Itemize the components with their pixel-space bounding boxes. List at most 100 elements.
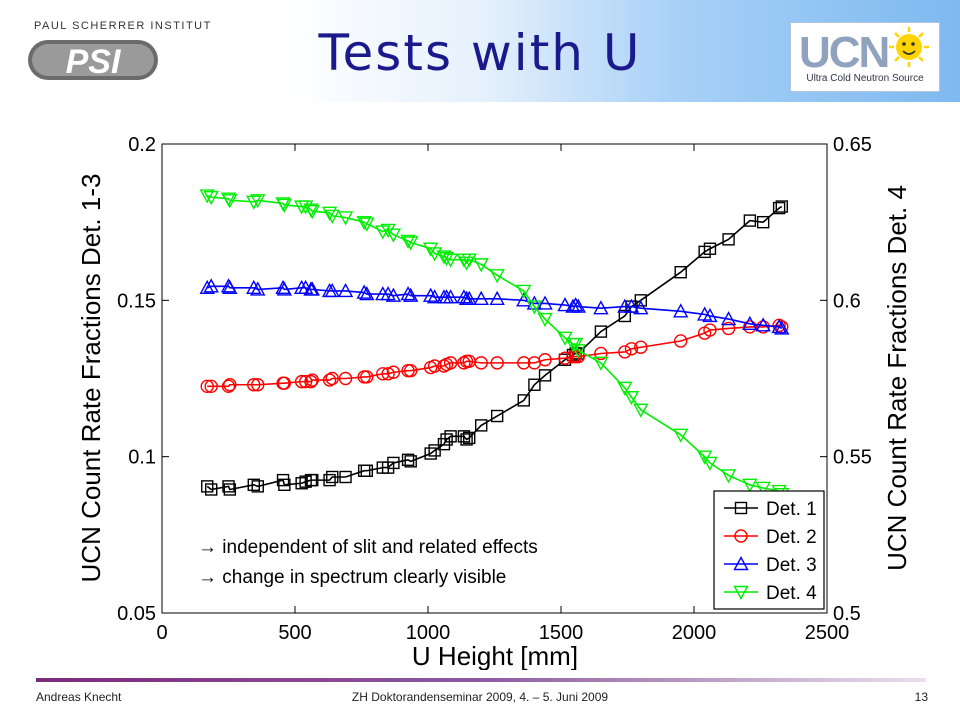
data-point [461,290,477,305]
data-point [673,428,689,443]
data-point [772,201,786,215]
data-point [516,284,532,299]
legend-label: Det. 4 [766,583,817,604]
x-tick-label: 2500 [805,622,850,644]
legend-item: Det. 2 [724,527,817,548]
data-point [223,378,237,392]
data-point [490,409,504,423]
legend-item: Det. 4 [724,583,817,604]
data-point [570,298,586,313]
data-point [339,470,352,484]
legend-label: Det. 3 [766,555,817,576]
data-point [222,480,235,493]
data-point [376,367,390,381]
y-axis-label-right: UCN Count Rate Fractions Det. 4 [882,185,912,571]
data-point [200,379,214,394]
data-point [306,473,319,487]
data-point [305,373,319,387]
data-point [205,483,218,496]
data-point [743,214,757,227]
data-point [403,287,419,302]
data-point [356,215,372,231]
data-point [337,211,354,226]
ucn-caption: Ultra Cold Neutron Source [806,73,924,84]
data-point [489,290,505,305]
axis-ticks: 0 500 1000 1500 2000 2500 0.05 0.1 0.15 0.2 0.5 0.5… [117,134,872,644]
data-point [516,292,532,307]
ucn-logo: UCN [799,27,929,77]
data-point [223,483,237,496]
data-point [304,281,320,296]
data-point [528,378,541,391]
data-point [594,325,608,338]
x-tick-label: 1000 [406,622,451,644]
series-1 [201,200,788,496]
data-point [400,286,416,301]
legend-label: Det. 1 [766,499,817,520]
x-tick-label: 500 [278,622,311,644]
data-point [594,346,608,361]
data-point [442,253,459,268]
note-line-2: → change in spectrum clearly visible [198,567,506,588]
data-point [623,298,640,313]
data-point [702,456,718,471]
data-point [474,356,488,370]
data-point [251,480,264,493]
data-point [246,279,262,295]
data-point [703,323,717,337]
legend-marker [734,501,748,515]
data-point [517,394,530,407]
data-point [702,307,718,323]
y-tick-label-right: 0.65 [833,134,872,156]
x-axis-label: U Height [mm] [412,641,578,670]
x-tick-label: 2000 [672,622,717,644]
series-line-1 [206,205,783,491]
data-point [324,209,340,224]
data-point [276,198,293,213]
data-point [400,234,416,249]
data-point [360,464,374,477]
ucn-logo-text: UCN [799,28,888,73]
data-point [294,374,309,389]
data-point [526,300,543,315]
legend-item: Det. 3 [724,555,817,576]
data-point [674,265,687,279]
data-point [276,473,290,487]
data-point [203,278,219,293]
data-point [458,256,475,271]
data-point [720,311,737,326]
data-point [325,371,339,386]
data-point [304,374,318,389]
y-tick-label-left: 0.2 [128,134,156,156]
footer-author: Andreas Knecht [36,690,122,704]
legend-box [713,490,825,610]
data-point [321,206,338,221]
data-point [276,281,293,296]
data-point [618,309,632,323]
y-tick-label-left: 0.1 [128,447,156,469]
data-point [247,378,261,392]
data-point [444,430,457,443]
data-point [567,297,584,312]
data-point [385,287,402,302]
data-point [771,318,787,334]
data-point [703,242,717,255]
data-point [720,469,737,484]
data-point [674,334,688,348]
data-point [246,195,262,210]
data-point [380,223,396,238]
data-point [426,247,443,262]
data-point [624,342,639,356]
data-point [490,356,504,370]
data-point [201,480,214,493]
x-tick-label: 0 [156,622,167,644]
data-point [756,215,770,229]
psi-logo-text: PSI [66,43,122,81]
page-number: 13 [914,690,928,704]
data-point [442,289,459,304]
data-point [385,228,402,243]
data-point [199,189,215,204]
psi-logo: PSI [28,40,158,81]
series-layer [199,189,790,503]
y-tick-label-left: 0.05 [117,603,156,625]
